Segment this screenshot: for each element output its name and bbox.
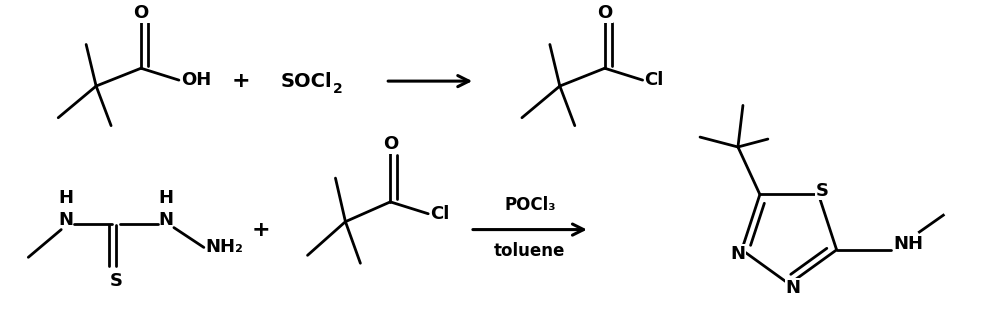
Text: 2: 2	[332, 82, 342, 96]
Text: +: +	[251, 220, 270, 240]
Text: N: N	[158, 211, 173, 229]
Text: OH: OH	[181, 71, 211, 89]
Text: O: O	[133, 4, 149, 22]
Text: +: +	[231, 71, 250, 91]
Text: N: N	[730, 245, 745, 263]
Text: NH₂: NH₂	[206, 238, 244, 257]
Text: Cl: Cl	[430, 205, 450, 223]
Text: S: S	[110, 272, 123, 290]
Text: O: O	[383, 136, 398, 154]
Text: toluene: toluene	[494, 242, 566, 260]
Text: O: O	[597, 4, 612, 22]
Text: S: S	[816, 182, 829, 200]
Text: NH: NH	[893, 235, 923, 253]
Text: H: H	[158, 189, 173, 207]
Text: N: N	[786, 279, 801, 297]
Text: N: N	[59, 211, 74, 229]
Text: POCl₃: POCl₃	[504, 196, 556, 214]
Text: SOCl: SOCl	[281, 72, 332, 91]
Text: H: H	[59, 189, 74, 207]
Text: Cl: Cl	[645, 71, 664, 89]
